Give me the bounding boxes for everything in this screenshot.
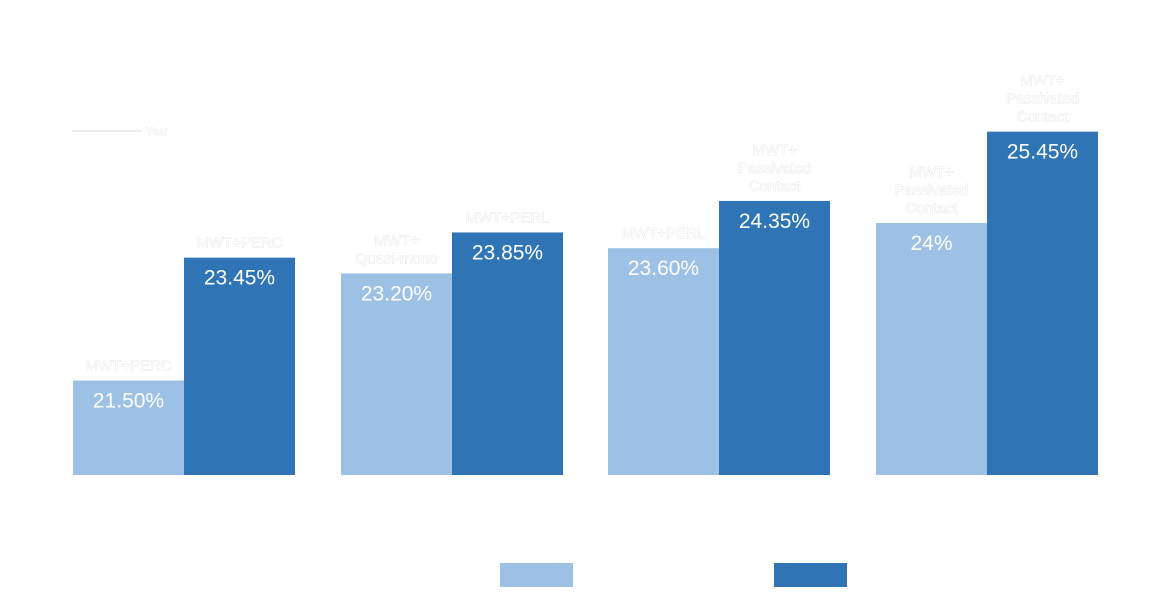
bar-category-label: MWT+ — [1020, 73, 1065, 90]
year-axis-label: Year — [146, 126, 169, 138]
bar — [452, 232, 563, 475]
bar-category-label: MWT+PERL — [466, 209, 550, 226]
data-label: 24% — [910, 232, 952, 255]
legend-swatch-series-2 — [774, 563, 847, 587]
bar-category-label: MWT+PERC — [85, 358, 171, 375]
bar-category-label: MWT+ — [374, 232, 419, 249]
bar — [987, 131, 1098, 475]
bar — [719, 200, 830, 475]
bar-category-label: MWT+ — [752, 142, 797, 159]
bar — [73, 380, 184, 475]
data-label: 23.60% — [628, 257, 699, 280]
data-label: 25.45% — [1007, 141, 1078, 164]
bar-category-label: Quasi-mono — [356, 250, 438, 267]
data-label: 24.35% — [739, 210, 810, 233]
bar — [876, 223, 987, 475]
bar — [184, 257, 295, 475]
data-label: 23.45% — [204, 267, 275, 290]
bar-category-label: Contact — [906, 200, 959, 217]
bar-category-label: Contact — [749, 178, 802, 195]
bar-category-label: Contact — [1017, 109, 1070, 126]
legend-swatch-series-1 — [500, 563, 573, 587]
bar-category-label: MWT+ — [909, 164, 954, 181]
bar — [608, 248, 719, 475]
bar — [341, 273, 452, 475]
bar-category-label: Passivated — [1006, 91, 1079, 108]
bar-category-label: MWT+PERL — [622, 225, 706, 242]
data-label: 23.85% — [472, 241, 543, 264]
bar-category-label: Passivated — [895, 182, 968, 199]
bar-category-label: Passivated — [738, 160, 811, 177]
data-label: 23.20% — [361, 282, 432, 305]
bar-category-label: MWT+PERC — [196, 235, 282, 252]
data-label: 21.50% — [93, 390, 164, 413]
